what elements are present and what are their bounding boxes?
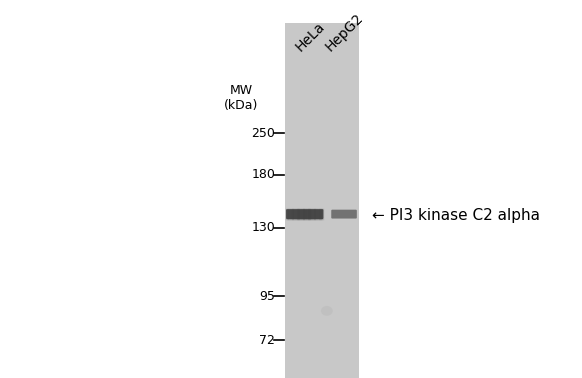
Ellipse shape bbox=[321, 306, 333, 316]
Text: 250: 250 bbox=[251, 127, 275, 139]
Bar bbox=[285, 23, 359, 378]
Text: 95: 95 bbox=[260, 290, 275, 302]
FancyBboxPatch shape bbox=[331, 210, 357, 218]
Text: 180: 180 bbox=[251, 168, 275, 181]
Text: MW
(kDa): MW (kDa) bbox=[223, 84, 258, 112]
Text: HeLa: HeLa bbox=[293, 19, 328, 54]
Text: 130: 130 bbox=[251, 222, 275, 234]
Text: HepG2: HepG2 bbox=[322, 11, 365, 54]
Text: ← PI3 kinase C2 alpha: ← PI3 kinase C2 alpha bbox=[371, 208, 540, 223]
Text: 72: 72 bbox=[260, 334, 275, 347]
FancyBboxPatch shape bbox=[286, 209, 324, 219]
